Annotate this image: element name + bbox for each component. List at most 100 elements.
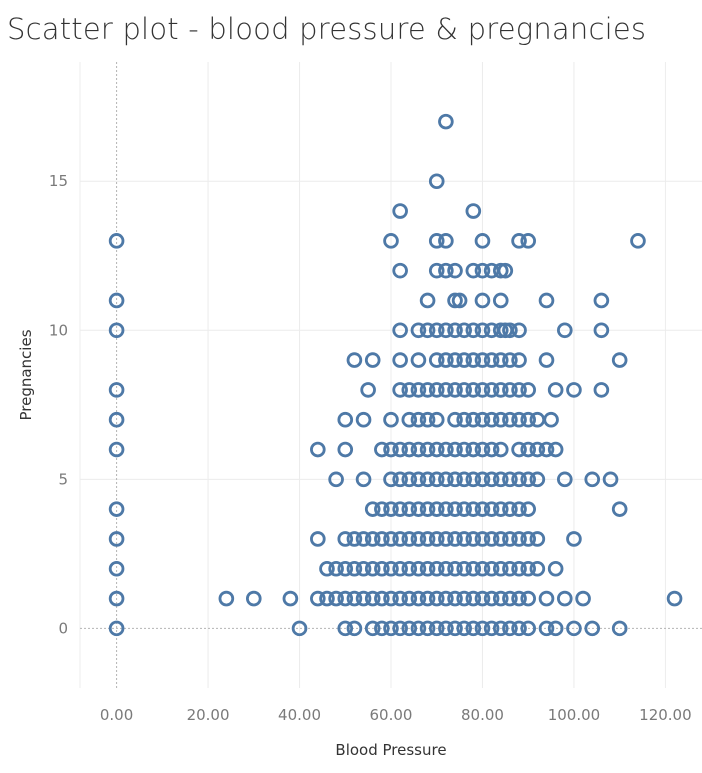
data-point xyxy=(108,441,125,458)
data-point xyxy=(511,441,527,458)
data-point xyxy=(364,620,381,637)
x-tick-label: 20.00 xyxy=(187,706,230,724)
data-point xyxy=(419,590,436,607)
y-tick-label: 10 xyxy=(49,321,68,339)
data-point xyxy=(319,590,335,607)
data-point xyxy=(108,233,125,249)
data-point xyxy=(520,560,537,577)
data-point xyxy=(566,531,582,547)
data-point xyxy=(451,292,468,309)
data-point xyxy=(556,471,573,488)
data-point xyxy=(355,531,372,547)
data-point xyxy=(447,262,463,279)
data-point xyxy=(538,441,555,458)
data-point xyxy=(438,620,454,637)
data-point xyxy=(474,620,491,637)
data-point xyxy=(502,471,518,488)
data-point xyxy=(419,382,436,398)
data-point xyxy=(456,620,472,637)
data-point xyxy=(511,352,527,368)
data-point xyxy=(428,322,445,339)
data-point xyxy=(410,590,427,607)
data-point xyxy=(438,113,454,130)
data-point xyxy=(419,441,436,458)
data-point xyxy=(419,560,436,577)
data-point xyxy=(108,620,125,637)
data-point xyxy=(465,411,482,428)
data-point xyxy=(447,352,463,368)
data-point xyxy=(584,620,601,637)
data-point xyxy=(392,441,408,458)
data-point xyxy=(310,590,326,607)
data-point xyxy=(492,352,509,368)
data-point xyxy=(474,471,491,488)
data-point xyxy=(465,322,482,339)
data-point xyxy=(593,292,610,309)
data-point xyxy=(511,471,527,488)
data-point xyxy=(108,531,125,547)
x-axis-title: Blood Pressure xyxy=(335,741,446,759)
data-point xyxy=(346,352,363,368)
data-point xyxy=(465,203,482,219)
data-point xyxy=(483,560,500,577)
data-point xyxy=(483,620,500,637)
y-tick-label: 15 xyxy=(49,172,68,190)
data-point xyxy=(410,382,427,398)
data-points xyxy=(108,113,683,637)
data-point xyxy=(383,531,399,547)
data-point xyxy=(438,441,454,458)
y-tick-label: 0 xyxy=(58,619,68,637)
data-point xyxy=(428,173,445,190)
data-point xyxy=(438,531,454,547)
data-point xyxy=(447,590,463,607)
data-point xyxy=(483,471,500,488)
data-point xyxy=(401,620,418,637)
data-point xyxy=(465,531,482,547)
data-point xyxy=(483,411,500,428)
data-point xyxy=(465,620,482,637)
data-point xyxy=(374,620,390,637)
data-point xyxy=(392,531,408,547)
data-point xyxy=(456,501,472,517)
data-point xyxy=(456,441,472,458)
data-point xyxy=(364,590,381,607)
data-point xyxy=(611,501,628,517)
data-point xyxy=(492,322,509,339)
x-tick-label: 120.00 xyxy=(639,706,692,724)
data-point xyxy=(502,322,518,339)
data-point xyxy=(392,471,408,488)
data-point xyxy=(328,560,344,577)
y-tick-label: 5 xyxy=(58,470,68,488)
data-point xyxy=(438,590,454,607)
data-point xyxy=(465,560,482,577)
data-point xyxy=(492,441,509,458)
data-point xyxy=(360,382,376,398)
data-point xyxy=(511,620,527,637)
data-point xyxy=(492,471,509,488)
data-point xyxy=(438,352,454,368)
data-point xyxy=(511,590,527,607)
data-point xyxy=(374,501,390,517)
data-point xyxy=(410,322,427,339)
data-point xyxy=(392,352,408,368)
data-point xyxy=(428,233,445,249)
data-point xyxy=(218,590,235,607)
data-point xyxy=(337,411,354,428)
data-point xyxy=(456,471,472,488)
data-point xyxy=(364,531,381,547)
data-point xyxy=(520,501,537,517)
data-point xyxy=(447,560,463,577)
data-point xyxy=(428,501,445,517)
data-point xyxy=(355,471,372,488)
data-point xyxy=(520,620,537,637)
data-point xyxy=(474,590,491,607)
data-point xyxy=(346,531,363,547)
data-point xyxy=(392,382,408,398)
data-point xyxy=(401,531,418,547)
data-point xyxy=(428,262,445,279)
data-point xyxy=(511,411,527,428)
data-point xyxy=(428,531,445,547)
data-point xyxy=(419,531,436,547)
data-point xyxy=(520,233,537,249)
data-point xyxy=(456,531,472,547)
